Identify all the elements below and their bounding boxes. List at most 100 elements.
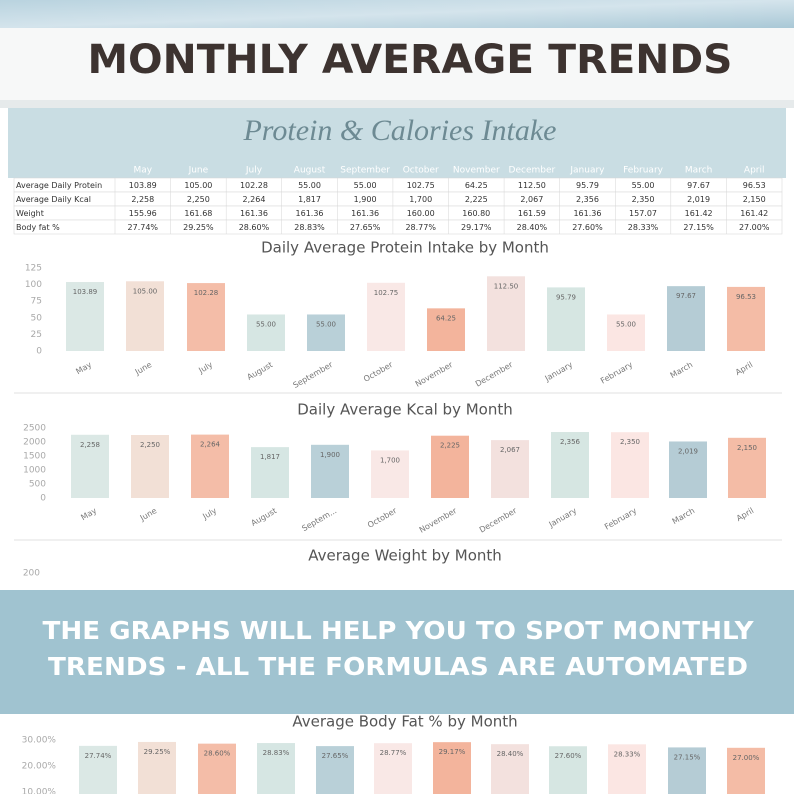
banner-text: TRENDS - ALL THE FORMULAS ARE AUTOMATED: [48, 652, 748, 681]
bar: [307, 314, 345, 351]
cell: 2,019: [687, 195, 710, 204]
bar: [367, 282, 405, 351]
bar: [668, 747, 706, 794]
value-label: 27.00%: [733, 754, 760, 762]
value-label: 28.40%: [497, 750, 524, 758]
bar: [131, 435, 169, 498]
column-header: May: [133, 166, 152, 176]
value-label: 2,356: [560, 438, 581, 446]
bar: [191, 434, 229, 498]
row-label: Body fat %: [16, 223, 60, 232]
bar: [611, 432, 649, 498]
y-tick-label: 10.00%: [22, 788, 57, 794]
y-tick-label: 25: [31, 330, 42, 340]
cell: 27.00%: [739, 223, 770, 232]
cell: 55.00: [632, 181, 655, 190]
cell: 28.77%: [405, 223, 436, 232]
column-header: December: [509, 166, 556, 176]
value-label: 96.53: [736, 293, 756, 301]
value-label: 28.83%: [263, 749, 290, 757]
bar: [607, 314, 645, 351]
bar: [247, 314, 285, 351]
bar: [433, 742, 471, 794]
bar: [79, 745, 117, 794]
y-tick-label: 20.00%: [22, 762, 57, 772]
cell: 28.40%: [517, 223, 548, 232]
bar: [727, 286, 765, 351]
column-header: July: [245, 166, 263, 176]
bar: [138, 741, 176, 794]
cell: 55.00: [298, 181, 321, 190]
value-label: 2,250: [140, 441, 160, 449]
chart-title: Average Weight by Month: [308, 547, 502, 565]
y-tick-label: 2500: [23, 424, 46, 434]
value-label: 64.25: [436, 314, 456, 322]
value-label: 105.00: [133, 287, 158, 295]
value-label: 55.00: [256, 320, 276, 328]
value-label: 55.00: [316, 320, 336, 328]
cell: 161.36: [573, 209, 601, 218]
cell: 1,817: [298, 195, 321, 204]
cell: 161.36: [240, 209, 268, 218]
cell: 112.50: [518, 181, 546, 190]
cell: 97.67: [687, 181, 710, 190]
value-label: 2,264: [200, 441, 221, 449]
cell: 103.89: [129, 181, 157, 190]
column-header: January: [569, 166, 605, 176]
cell: 95.79: [576, 181, 599, 190]
column-header: November: [453, 166, 500, 176]
bar: [187, 283, 225, 351]
bar: [667, 286, 705, 351]
value-label: 2,067: [500, 446, 520, 454]
column-header: April: [744, 166, 765, 176]
bar: [66, 282, 104, 351]
cell: 161.42: [740, 209, 768, 218]
row-label: Average Daily Kcal: [16, 195, 91, 204]
row-label: Weight: [16, 209, 44, 218]
bar: [549, 746, 587, 794]
cell: 28.60%: [239, 223, 270, 232]
bar: [251, 447, 289, 498]
cell: 28.33%: [628, 223, 659, 232]
cell: 157.07: [629, 209, 657, 218]
value-label: 1,700: [380, 456, 400, 464]
value-label: 28.77%: [380, 749, 407, 757]
y-tick-label: 500: [29, 480, 46, 490]
y-tick-label: 30.00%: [22, 736, 57, 746]
bar: [311, 444, 349, 498]
value-label: 27.60%: [555, 752, 582, 760]
cell: 64.25: [465, 181, 488, 190]
y-tick-label: 50: [31, 313, 43, 323]
y-tick-label: 100: [25, 280, 42, 290]
table-row: [13, 191, 783, 207]
chart-title: Daily Average Kcal by Month: [297, 401, 512, 419]
value-label: 29.25%: [144, 748, 171, 756]
value-label: 103.89: [73, 288, 98, 296]
column-header: August: [294, 166, 326, 176]
bar: [374, 743, 412, 794]
cell: 29.25%: [183, 223, 214, 232]
bar: [126, 281, 164, 351]
table-row: [13, 219, 783, 235]
separator: [0, 100, 794, 108]
chart-title: Daily Average Protein Intake by Month: [261, 239, 549, 257]
cell: 28.83%: [294, 223, 325, 232]
bar: [257, 743, 295, 794]
bar: [371, 450, 409, 498]
y-tick-label: 75: [31, 297, 42, 307]
value-label: 2,350: [620, 438, 640, 446]
value-label: 2,225: [440, 442, 460, 450]
cell: 2,225: [465, 195, 488, 204]
cell: 29.17%: [461, 223, 492, 232]
y-tick-label: 0: [36, 347, 42, 357]
value-label: 102.28: [194, 289, 219, 297]
cell: 27.65%: [350, 223, 381, 232]
y-tick-label: 1000: [23, 466, 46, 476]
cell: 105.00: [184, 181, 212, 190]
cell: 2,264: [243, 195, 266, 204]
value-label: 102.75: [374, 289, 399, 297]
cell: 102.75: [407, 181, 435, 190]
value-label: 1,900: [320, 451, 340, 459]
